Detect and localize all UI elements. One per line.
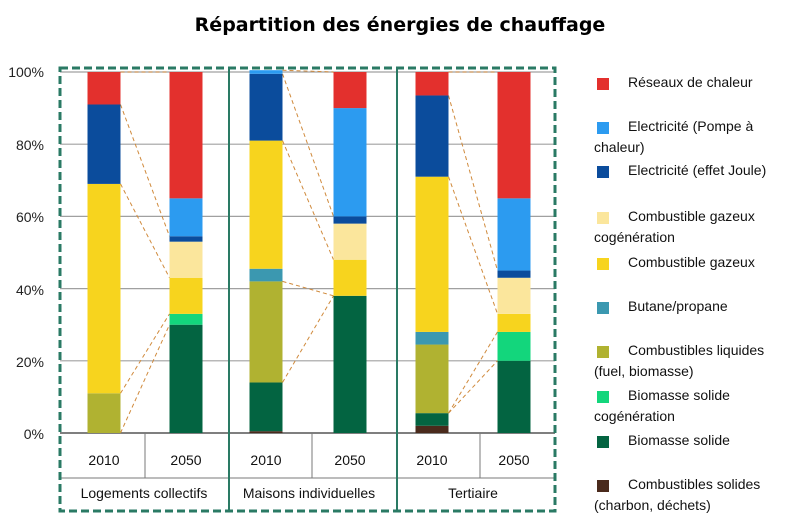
bar-segment	[170, 72, 203, 198]
legend-item: Electricité (effet Joule)	[594, 160, 798, 181]
legend-swatch	[597, 346, 609, 358]
legend-swatch	[597, 391, 609, 403]
legend-label: Biomasse solide cogénération	[594, 385, 798, 427]
bar-segment	[416, 72, 449, 95]
legend-item: Biomasse solide	[594, 430, 798, 451]
legend-label: Electricité (Pompe à chaleur)	[594, 116, 798, 158]
x-category-label: 2050	[170, 452, 201, 468]
bar-segment	[88, 104, 121, 183]
bar-segment	[498, 198, 531, 270]
group-label: Logements collectifs	[81, 485, 208, 501]
bar-segment	[498, 271, 531, 278]
dashed-frame	[60, 68, 555, 511]
bar-segment	[334, 108, 367, 216]
bar-segment	[498, 314, 531, 332]
legend-swatch	[597, 166, 609, 178]
bar-segment	[416, 332, 449, 345]
bar-segment	[334, 72, 367, 108]
legend-label: Combustibles solides (charbon, déchets)	[594, 474, 798, 516]
grid-lines	[60, 72, 555, 433]
bar-segment	[498, 332, 531, 361]
group-label: Tertiaire	[448, 485, 498, 501]
y-tick-label: 20%	[16, 354, 44, 370]
connector-line	[283, 296, 334, 383]
legend-swatch	[597, 212, 609, 224]
bar-segment	[416, 426, 449, 433]
bar-segment	[498, 72, 531, 198]
x-category-label: 2050	[498, 452, 529, 468]
bar-segment	[416, 177, 449, 332]
legend-swatch	[597, 480, 609, 492]
connector-line	[121, 184, 170, 278]
legend-swatch	[597, 258, 609, 270]
legend-label: Electricité (effet Joule)	[594, 160, 798, 181]
legend-item: Electricité (Pompe à chaleur)	[594, 116, 798, 158]
y-tick-label: 80%	[16, 137, 44, 153]
bar-segment	[498, 278, 531, 314]
bars	[88, 70, 531, 433]
legend-item: Réseaux de chaleur	[594, 72, 798, 93]
legend-swatch	[597, 436, 609, 448]
connector-line	[121, 325, 170, 433]
bar-segment	[250, 431, 283, 433]
bar-segment	[250, 382, 283, 431]
bar-segment	[250, 74, 283, 141]
bar-segment	[250, 141, 283, 269]
bar-segment	[170, 242, 203, 278]
connector-line	[283, 74, 334, 217]
x-category-label: 2010	[250, 452, 281, 468]
legend-item: Combustible gazeux cogénération	[594, 206, 798, 248]
chart-title: Répartition des énergies de chauffage	[195, 14, 606, 36]
bar-segment	[170, 278, 203, 314]
legend-swatch	[597, 78, 609, 90]
bar-segment	[416, 413, 449, 426]
y-axis-ticks: 0% 20% 40% 60% 80% 100%	[8, 64, 44, 442]
bar-segment	[170, 325, 203, 433]
legend-swatch	[597, 122, 609, 134]
bar-segment	[334, 216, 367, 223]
bar-segment	[170, 314, 203, 325]
legend-label: Combustible gazeux cogénération	[594, 206, 798, 248]
bar-segment	[334, 260, 367, 296]
bar-segment	[416, 345, 449, 414]
y-tick-label: 0%	[24, 426, 44, 442]
connector-line	[449, 332, 498, 413]
legend-label: Réseaux de chaleur	[594, 72, 798, 93]
x-category-label: 2010	[416, 452, 447, 468]
connector-line	[283, 141, 334, 260]
frame-border	[60, 68, 555, 511]
bar-segment	[416, 95, 449, 176]
legend-label: Butane/propane	[594, 296, 798, 317]
legend-item: Combustibles liquides (fuel, biomasse)	[594, 340, 798, 382]
x-category-label: 2050	[334, 452, 365, 468]
bar-segment	[170, 198, 203, 236]
legend-item: Butane/propane	[594, 296, 798, 317]
connector-line	[449, 361, 498, 413]
legend-swatch	[597, 302, 609, 314]
connector-line	[121, 314, 170, 393]
y-tick-label: 100%	[8, 64, 44, 80]
bar-segment	[88, 72, 121, 104]
category-labels: 2010 2050 2010 2050 2010 2050 Logements …	[81, 452, 530, 501]
group-label: Maisons individuelles	[243, 485, 375, 501]
legend-item: Combustible gazeux	[594, 252, 798, 273]
bar-segment	[334, 224, 367, 260]
legend-label: Biomasse solide	[594, 430, 798, 451]
category-table	[60, 433, 555, 478]
bar-segment	[250, 70, 283, 74]
bar-segment	[250, 269, 283, 282]
y-tick-label: 60%	[16, 209, 44, 225]
bar-segment	[88, 184, 121, 393]
legend-item: Biomasse solide cogénération	[594, 385, 798, 427]
legend-item: Combustibles solides (charbon, déchets)	[594, 474, 798, 516]
bar-segment	[250, 281, 283, 382]
bar-segment	[498, 361, 531, 433]
legend-label: Combustibles liquides (fuel, biomasse)	[594, 340, 798, 382]
x-category-label: 2010	[88, 452, 119, 468]
bar-segment	[334, 296, 367, 433]
legend-label: Combustible gazeux	[594, 252, 798, 273]
bar-segment	[88, 393, 121, 433]
bar-segment	[170, 236, 203, 241]
y-tick-label: 40%	[16, 282, 44, 298]
